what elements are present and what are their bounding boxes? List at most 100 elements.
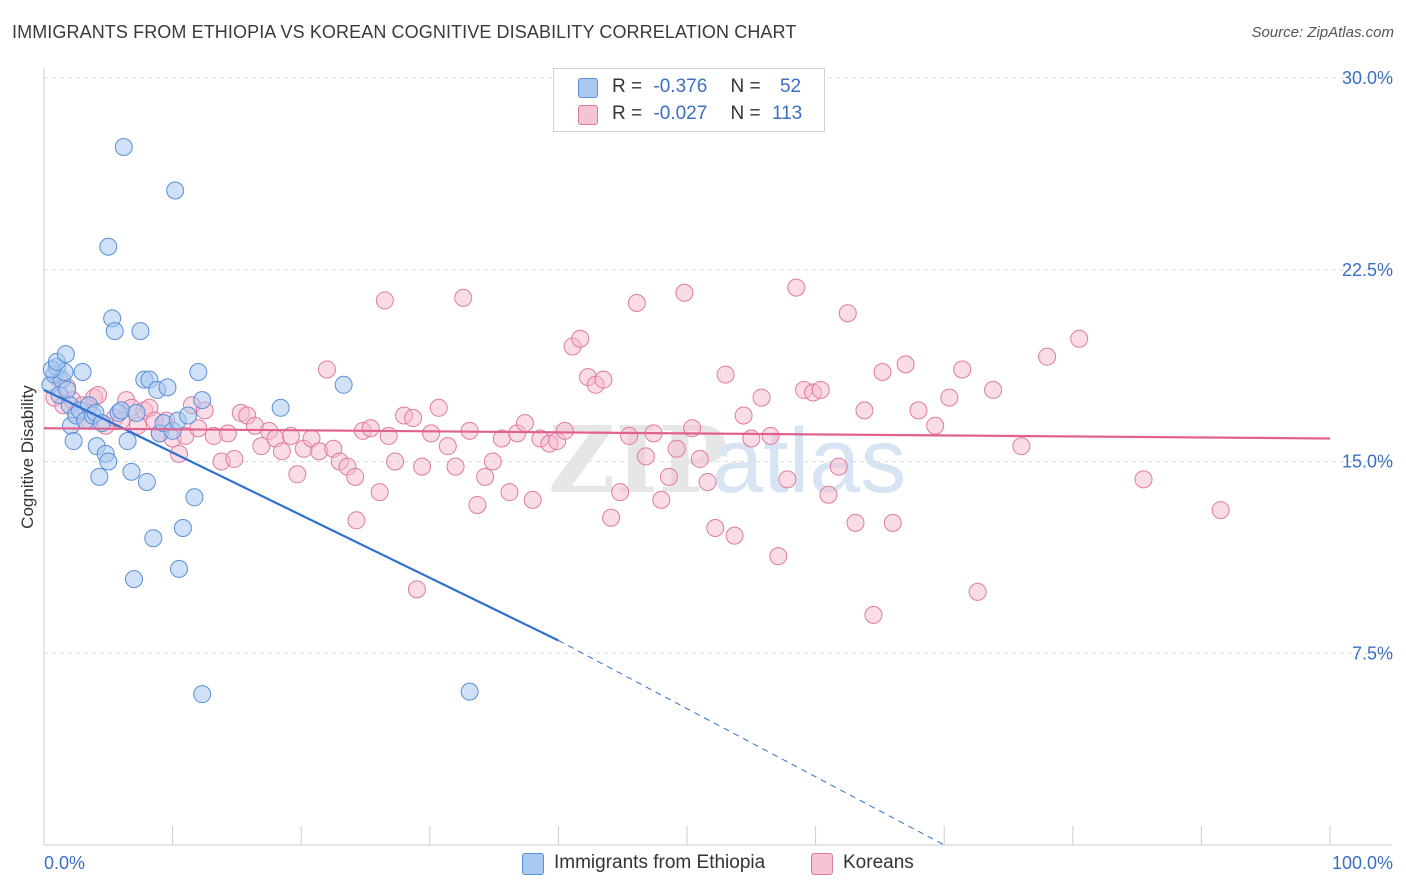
data-point-koreans: [483, 452, 502, 471]
legend-n-label: N =: [730, 103, 761, 124]
data-point-ethiopia: [56, 345, 75, 364]
data-point-ethiopia: [460, 682, 479, 701]
data-point-ethiopia: [137, 472, 156, 491]
data-point-koreans: [838, 304, 857, 323]
data-point-koreans: [873, 363, 892, 382]
bottom-legend-swatch-blue: [522, 853, 544, 875]
data-point-koreans: [761, 426, 780, 445]
data-point-koreans: [734, 406, 753, 425]
data-point-koreans: [407, 580, 426, 599]
tick-labels: 7.5% 15.0% 22.5% 30.0% 0.0% 100.0%: [44, 68, 1393, 873]
data-point-koreans: [953, 360, 972, 379]
x-tick-label: 0.0%: [44, 853, 85, 873]
data-point-koreans: [468, 495, 487, 514]
data-point-koreans: [1134, 470, 1153, 489]
data-point-ethiopia: [173, 518, 192, 537]
data-point-ethiopia: [271, 398, 290, 417]
data-point-ethiopia: [125, 570, 144, 589]
data-point-koreans: [620, 426, 639, 445]
data-point-koreans: [446, 457, 465, 476]
trend-lines: [43, 388, 1331, 846]
data-point-ethiopia: [189, 363, 208, 382]
data-point-koreans: [667, 439, 686, 458]
y-axis-label: Cognitive Disability: [18, 385, 37, 529]
data-point-koreans: [627, 293, 646, 312]
data-point-ethiopia: [90, 467, 109, 486]
legend-r-label: R =: [612, 103, 643, 124]
data-point-ethiopia: [64, 432, 83, 451]
data-point-koreans: [752, 388, 771, 407]
data-point-koreans: [317, 360, 336, 379]
data-point-koreans: [1211, 501, 1230, 520]
data-point-koreans: [404, 409, 423, 428]
trend-line-koreans: [43, 427, 1331, 440]
data-point-koreans: [375, 291, 394, 310]
legend-n-value: 52: [779, 76, 802, 97]
data-point-koreans: [476, 467, 495, 486]
legend-n-label: N =: [730, 76, 761, 97]
y-tick-label: 30.0%: [1342, 68, 1393, 88]
y-tick-label: 22.5%: [1342, 260, 1393, 280]
data-point-ethiopia: [334, 375, 353, 394]
bottom-legend-label: Immigrants from Ethiopia: [554, 852, 766, 873]
data-point-koreans: [225, 449, 244, 468]
data-point-ethiopia: [179, 406, 198, 425]
data-point-koreans: [555, 421, 574, 440]
data-point-koreans: [602, 508, 621, 527]
data-point-koreans: [272, 442, 291, 461]
data-point-koreans: [252, 437, 271, 456]
data-point-koreans: [611, 483, 630, 502]
data-point-koreans: [361, 419, 380, 438]
data-point-koreans: [1012, 437, 1031, 456]
grid-layer: [44, 77, 1392, 654]
data-point-koreans: [515, 414, 534, 433]
data-point-koreans: [523, 490, 542, 509]
trend-extension-ethiopia: [558, 640, 945, 846]
data-point-koreans: [1070, 329, 1089, 348]
data-point-ethiopia: [193, 685, 212, 704]
watermark: ZIP atlas: [548, 406, 906, 514]
data-point-koreans: [864, 605, 883, 624]
legend-r-label: R =: [612, 76, 643, 97]
data-point-koreans: [690, 449, 709, 468]
legend-r-value: -0.376: [653, 76, 708, 97]
data-point-koreans: [438, 437, 457, 456]
data-point-koreans: [281, 426, 300, 445]
trend-line-ethiopia: [43, 388, 559, 642]
stats-legend: R = -0.376 N = 52 R = -0.027 N = 113: [553, 68, 825, 132]
data-point-koreans: [594, 370, 613, 389]
data-point-ethiopia: [122, 462, 141, 481]
bottom-legend-swatch-pink: [811, 853, 833, 875]
data-point-koreans: [288, 465, 307, 484]
data-point-ethiopia: [112, 401, 131, 420]
data-point-koreans: [716, 365, 735, 384]
data-point-ethiopia: [158, 378, 177, 397]
legend-swatch-pink: [578, 105, 598, 125]
data-point-koreans: [571, 329, 590, 348]
data-point-ethiopia: [127, 403, 146, 422]
data-point-ethiopia: [118, 432, 137, 451]
data-point-ethiopia: [58, 380, 77, 399]
data-point-koreans: [855, 401, 874, 420]
y-tick-label: 15.0%: [1342, 452, 1393, 472]
legend-swatch-blue: [578, 78, 598, 98]
legend-n-value: 113: [771, 103, 803, 124]
data-point-koreans: [968, 582, 987, 601]
chart-title: IMMIGRANTS FROM ETHIOPIA VS KOREAN COGNI…: [12, 22, 797, 42]
legend-r-value: -0.027: [653, 103, 708, 124]
data-point-koreans: [846, 513, 865, 532]
axis-layer: [43, 68, 1392, 846]
x-tick-label: 100.0%: [1332, 853, 1393, 873]
data-point-koreans: [883, 513, 902, 532]
data-point-koreans: [675, 283, 694, 302]
data-point-koreans: [811, 380, 830, 399]
data-point-koreans: [386, 452, 405, 471]
data-point-koreans: [422, 424, 441, 443]
data-point-ethiopia: [131, 322, 150, 341]
data-point-koreans: [742, 429, 761, 448]
data-point-koreans: [413, 457, 432, 476]
data-point-ethiopia: [185, 488, 204, 507]
data-point-koreans: [500, 483, 519, 502]
source-label: Source: ZipAtlas.com: [1251, 24, 1394, 41]
data-point-ethiopia: [73, 363, 92, 382]
